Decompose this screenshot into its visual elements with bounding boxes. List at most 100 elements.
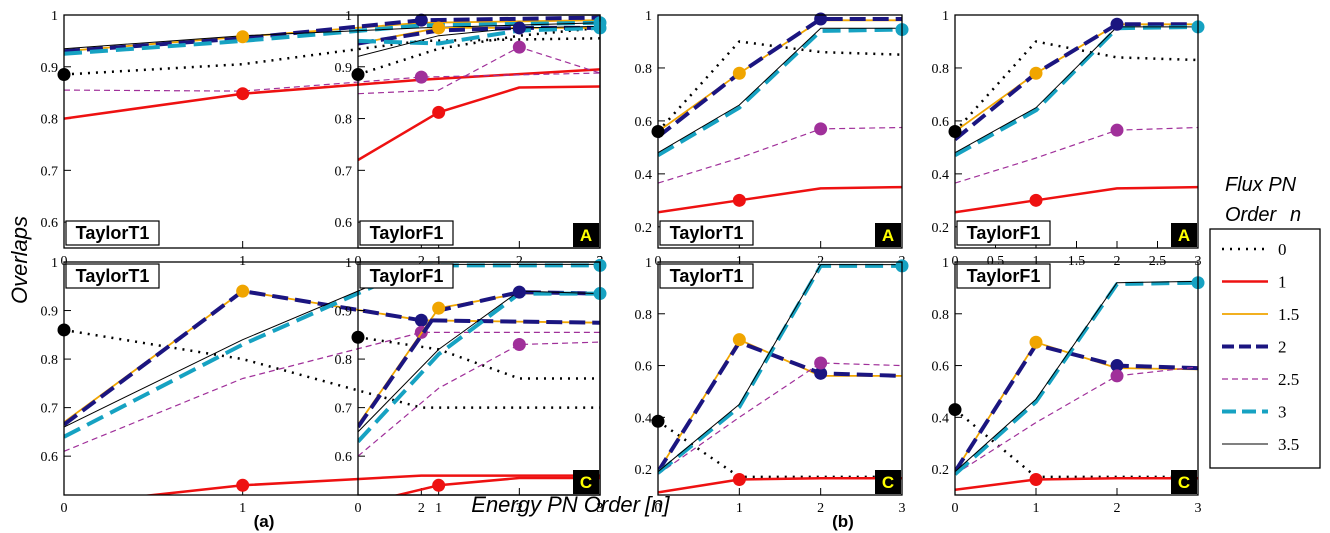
y-tick-label: 0.8 xyxy=(335,113,353,128)
legend-title-line2: Order xyxy=(1225,204,1277,226)
legend-title-line1: Flux PN xyxy=(1225,174,1297,196)
method-label-box xyxy=(359,220,454,246)
series-line-2 xyxy=(658,340,902,473)
data-marker-1 xyxy=(432,478,446,492)
series-line-2_5 xyxy=(658,362,902,475)
legend-entry-label: 2 xyxy=(1278,338,1287,357)
x-tick-label: 2 xyxy=(516,501,523,516)
data-marker-1_5 xyxy=(732,333,746,347)
series-line-2 xyxy=(358,25,600,46)
y-tick-label: 0.2 xyxy=(932,221,950,236)
y-tick-label: 1 xyxy=(645,256,652,271)
plot-frame xyxy=(357,14,601,249)
series-line-2_5 xyxy=(955,126,1198,184)
method-label: TaylorT1 xyxy=(670,266,744,286)
method-label: TaylorF1 xyxy=(370,223,444,243)
y-tick-label: 0.9 xyxy=(335,305,353,320)
y-tick-label: 1 xyxy=(51,256,58,271)
series-line-3_5 xyxy=(358,25,600,57)
method-label: TaylorT1 xyxy=(76,266,150,286)
y-tick-label: 0.6 xyxy=(335,450,353,465)
series-line-3_5 xyxy=(955,280,1198,473)
y-tick-label: 0.6 xyxy=(932,360,950,375)
y-tick-label: 1 xyxy=(345,256,352,271)
plot-frame xyxy=(954,261,1199,496)
y-tick-label: 0.8 xyxy=(41,113,59,128)
series-line-3 xyxy=(358,291,600,443)
plot-frame xyxy=(657,14,903,249)
badge-box xyxy=(875,223,901,247)
y-tick-label: 0.6 xyxy=(335,216,353,231)
series-line-2 xyxy=(358,290,600,429)
data-marker-2_5 xyxy=(414,70,428,84)
y-tick-label: 1 xyxy=(345,9,352,24)
y-tick-label: 1 xyxy=(942,256,949,271)
y-tick-label: 0.8 xyxy=(932,62,950,77)
data-marker-1_5 xyxy=(1029,335,1043,349)
data-marker-1 xyxy=(432,105,446,119)
y-tick-label: 1 xyxy=(942,9,949,24)
badge-label: C xyxy=(1178,473,1190,492)
series-line-2 xyxy=(955,342,1198,473)
x-tick-label: 1 xyxy=(1033,501,1040,516)
series-line-0 xyxy=(955,408,1198,479)
data-marker-2_5 xyxy=(512,40,526,54)
subfigure-label-b: (b) xyxy=(832,512,854,531)
badge-box xyxy=(1171,470,1197,494)
x-axis-label: Energy PN Order xyxy=(471,492,641,517)
y-tick-label: 0.7 xyxy=(41,402,59,417)
data-marker-2_5 xyxy=(1110,369,1124,383)
series-lines xyxy=(64,263,600,495)
y-tick-label: 0.8 xyxy=(635,308,653,323)
data-marker-1 xyxy=(236,478,250,492)
y-axis-label: Overlaps xyxy=(7,216,32,304)
y-tick-label: 0.2 xyxy=(932,463,950,478)
series-line-3_5 xyxy=(658,264,902,473)
series-line-0 xyxy=(358,26,600,76)
chart-panel-top-2: 0.60.70.80.910123TaylorF1A xyxy=(335,9,607,269)
x-tick-label: 2 xyxy=(817,501,824,516)
y-tick-label: 0.6 xyxy=(41,450,59,465)
series-line-2_5 xyxy=(955,366,1198,475)
method-label-box xyxy=(65,220,160,246)
legend-entry-label: 3 xyxy=(1278,403,1287,422)
method-label-box xyxy=(65,263,160,289)
series-line-0 xyxy=(658,420,902,479)
data-marker-1_5 xyxy=(236,30,250,44)
y-tick-label: 0.4 xyxy=(932,411,950,426)
y-tick-label: 0.9 xyxy=(41,305,59,320)
series-line-3_5 xyxy=(64,263,600,428)
data-marker-1_5 xyxy=(432,301,446,315)
y-tick-label: 0.8 xyxy=(932,308,950,323)
y-tick-label: 0.6 xyxy=(932,115,950,130)
data-marker-2 xyxy=(512,285,526,299)
series-line-2 xyxy=(955,22,1198,141)
series-lines xyxy=(658,17,902,214)
subfigure-label-a: (a) xyxy=(254,512,275,531)
y-tick-label: 0.9 xyxy=(41,61,59,76)
data-marker-1 xyxy=(236,87,250,101)
y-tick-label: 0.7 xyxy=(41,164,59,179)
method-label: TaylorF1 xyxy=(370,266,444,286)
chart-panel-top-left: 0.60.70.80.910123TaylorT1A xyxy=(41,9,607,269)
series-line-1 xyxy=(955,185,1198,214)
series-line-1 xyxy=(393,476,600,495)
legend-title-var: n xyxy=(1290,204,1301,226)
series-line-2_5 xyxy=(658,126,902,184)
series-lines xyxy=(955,280,1198,492)
y-tick-label: 0.8 xyxy=(635,62,653,77)
x-tick-label: 0 xyxy=(655,501,662,516)
method-label-box xyxy=(659,220,754,246)
plot-frame xyxy=(657,261,903,496)
series-line-3 xyxy=(64,20,600,56)
method-label: TaylorT1 xyxy=(76,223,150,243)
x-tick-label: 0 xyxy=(355,501,362,516)
series-lines xyxy=(358,25,600,162)
series-line-3 xyxy=(955,24,1198,158)
series-line-1_5 xyxy=(64,290,600,423)
y-tick-label: 0.4 xyxy=(932,168,950,183)
series-line-1 xyxy=(64,68,600,120)
legend-entry-label: 1 xyxy=(1278,273,1287,292)
